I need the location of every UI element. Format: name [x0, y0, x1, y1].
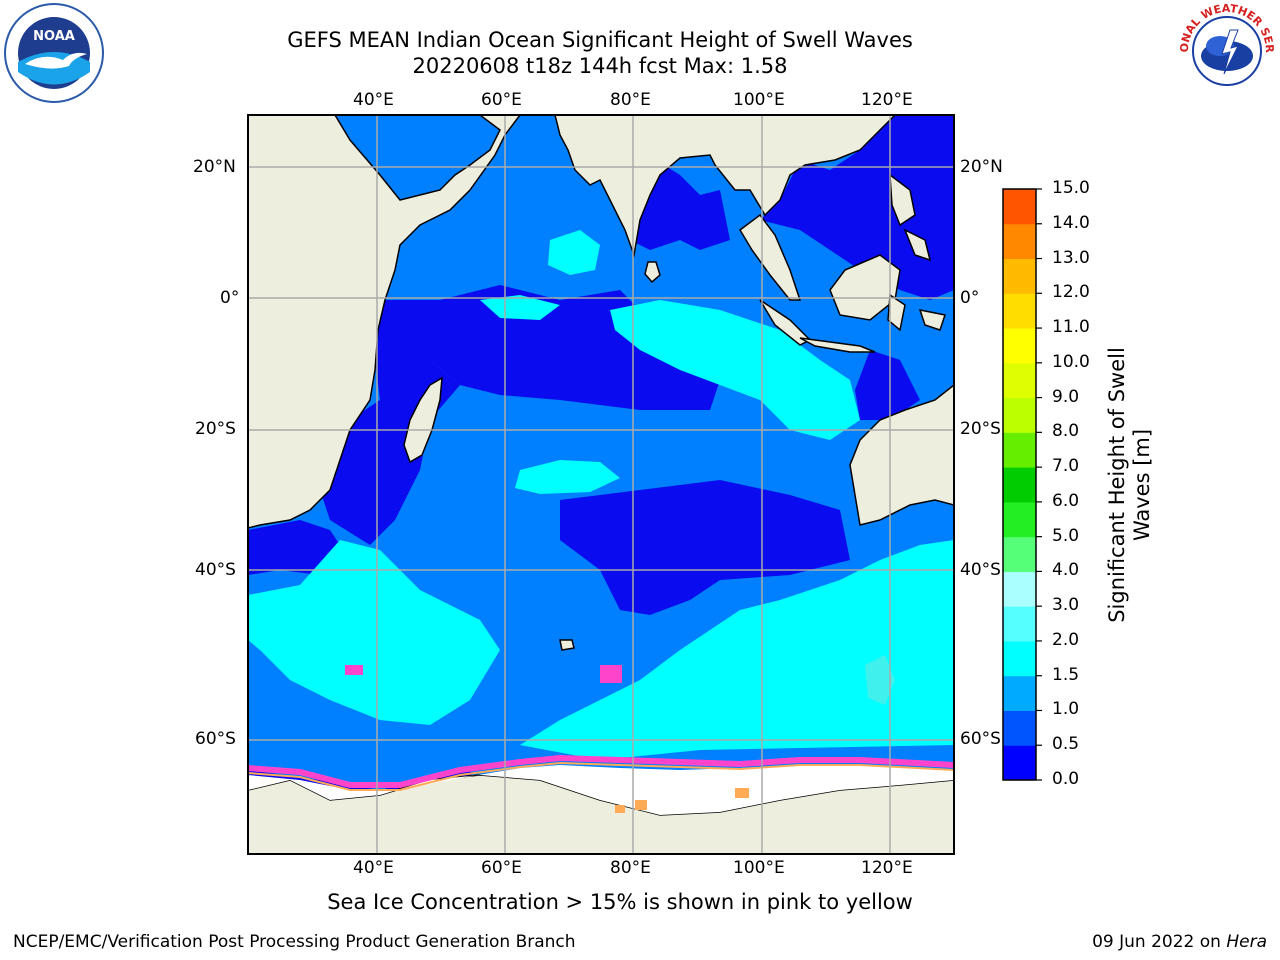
- colorbar-title-line1: Significant Height of Swell: [1105, 347, 1129, 623]
- colorbar-segment: [1003, 189, 1036, 225]
- colorbar-tick-label: 4.0: [1052, 560, 1080, 581]
- chart-title: GEFS MEAN Indian Ocean Significant Heigh…: [287, 28, 913, 52]
- colorbar-segment: [1003, 328, 1036, 364]
- lon-tick-bottom: 60°E: [481, 858, 522, 878]
- moderate-swell-regions: [248, 230, 954, 760]
- lon-tick-top: 120°E: [861, 90, 913, 110]
- colorbar-segment: [1003, 397, 1036, 433]
- svg-text:NOAA: NOAA: [33, 29, 75, 44]
- colorbar-segment: [1003, 258, 1036, 294]
- colorbar-tick-label: 7.0: [1052, 456, 1080, 477]
- colorbar-tick-label: 10.0: [1052, 351, 1090, 372]
- colorbar-tick-label: 14.0: [1052, 212, 1090, 233]
- chart-subtitle: 20220608 t18z 144h fcst Max: 1.58: [412, 54, 788, 78]
- lon-tick-top: 100°E: [733, 90, 785, 110]
- higher-swell-patches: [865, 655, 895, 705]
- colorbar-tick-label: 9.0: [1052, 386, 1080, 407]
- lat-tick-left: 40°S: [195, 560, 236, 580]
- lat-tick-left: 20°S: [195, 419, 236, 439]
- colorbar-segment: [1003, 223, 1036, 260]
- colorbar-tick-label: 1.0: [1052, 699, 1080, 720]
- colorbar-segment: [1003, 293, 1036, 329]
- colorbar-segment: [1003, 536, 1036, 572]
- colorbar-tick-label: 15.0: [1052, 178, 1090, 198]
- lon-tick-bottom: 80°E: [610, 858, 651, 878]
- lon-tick-bottom: 40°E: [353, 858, 394, 878]
- colorbar-tick-label: 2.0: [1052, 629, 1080, 650]
- colorbar-segment: [1003, 432, 1036, 468]
- lon-tick-bottom: 120°E: [861, 858, 913, 878]
- lon-tick-top: 40°E: [353, 90, 394, 110]
- lat-tick-right: 0°: [960, 288, 980, 308]
- footer-host: Hera: [1226, 932, 1267, 952]
- colorbar-segment: [1003, 501, 1036, 538]
- colorbar-tick-label: 8.0: [1052, 421, 1080, 442]
- footer-date-text: 09 Jun 2022 on: [1092, 932, 1227, 952]
- graticule: [248, 115, 954, 854]
- footer-credit: NCEP/EMC/Verification Post Processing Pr…: [13, 932, 576, 952]
- map-frame: [247, 114, 955, 855]
- colorbar-frame: [1002, 188, 1037, 781]
- sea-ice-note: Sea Ice Concentration > 15% is shown in …: [327, 890, 913, 914]
- lat-tick-left: 20°N: [193, 157, 236, 177]
- colorbar-tick-label: 12.0: [1052, 282, 1090, 303]
- nws-logo-icon: NATIONAL WEATHER SERVICE: [1176, 0, 1276, 100]
- colorbar-tick-label: 0.5: [1052, 734, 1080, 755]
- colorbar-segment: [1003, 745, 1036, 781]
- colorbar-tick-label: 11.0: [1052, 317, 1090, 338]
- lat-tick-right: 20°N: [960, 157, 1003, 177]
- lon-tick-top: 60°E: [481, 90, 522, 110]
- colorbar-tick-label: 0.0: [1052, 769, 1080, 789]
- lat-tick-right: 60°S: [960, 729, 1001, 749]
- colorbar-tick-label: 6.0: [1052, 490, 1080, 511]
- colorbar-title-line2: Waves [m]: [1130, 428, 1154, 542]
- noaa-logo-icon: NOAA: [4, 3, 104, 103]
- lat-tick-left: 0°: [220, 288, 240, 308]
- sea-ice-edge: [248, 665, 954, 813]
- colorbar-title: Significant Height of Swell Waves [m]: [1105, 347, 1155, 623]
- land-masses: [248, 115, 954, 854]
- colorbar-segment: [1003, 710, 1036, 746]
- colorbar-segment: [1003, 467, 1036, 503]
- colorbar-segment: [1003, 675, 1036, 711]
- lon-tick-bottom: 100°E: [733, 858, 785, 878]
- lat-tick-right: 40°S: [960, 560, 1001, 580]
- colorbar-tick-label: 13.0: [1052, 247, 1090, 268]
- lon-tick-top: 80°E: [610, 90, 651, 110]
- lat-tick-right: 20°S: [960, 419, 1001, 439]
- colorbar-segment: [1003, 362, 1036, 399]
- colorbar-tick-label: 5.0: [1052, 525, 1080, 546]
- sea-ice-zone: [248, 765, 954, 815]
- colorbar-segment: [1003, 571, 1036, 607]
- lat-tick-left: 60°S: [195, 729, 236, 749]
- footer-date: 09 Jun 2022 on Hera: [1092, 932, 1267, 952]
- colorbar-tick-label: 3.0: [1052, 595, 1080, 616]
- colorbar-segment: [1003, 606, 1036, 642]
- colorbar: [1003, 188, 1042, 781]
- colorbar-tick-label: 1.5: [1052, 664, 1080, 685]
- colorbar-segment: [1003, 640, 1036, 677]
